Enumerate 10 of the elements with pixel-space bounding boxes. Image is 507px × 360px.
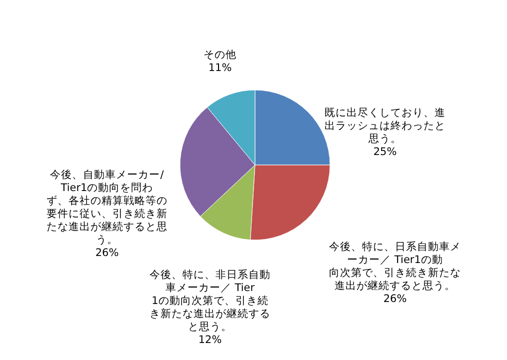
data-label: 26% <box>383 293 407 305</box>
data-label: 11% <box>208 62 232 74</box>
data-label: 26% <box>95 247 119 259</box>
slice-label: 既に出尽くしており、進出ラッシュは終わったと思う。 <box>324 106 446 145</box>
data-label: 12% <box>198 334 222 346</box>
data-label: 25% <box>373 146 397 158</box>
slice-label: 今後、特に、日系自動車メーカー／ Tier1の動向次第で、引き続き新たな進出が継続すると思う。 <box>329 240 461 292</box>
slice-label: その他 <box>204 49 236 61</box>
slice-label: 今後、自動車メーカー/Tier1の動向を問わず、各社の精算戦略等の要件に従い、引き続き新たな進出が継続すると思う。 <box>46 168 168 246</box>
slice-label: 今後、特に、非日系自動車メーカー／ Tier1の動向次第で、引き続き新たな進出が継続すると思う。 <box>150 268 270 333</box>
